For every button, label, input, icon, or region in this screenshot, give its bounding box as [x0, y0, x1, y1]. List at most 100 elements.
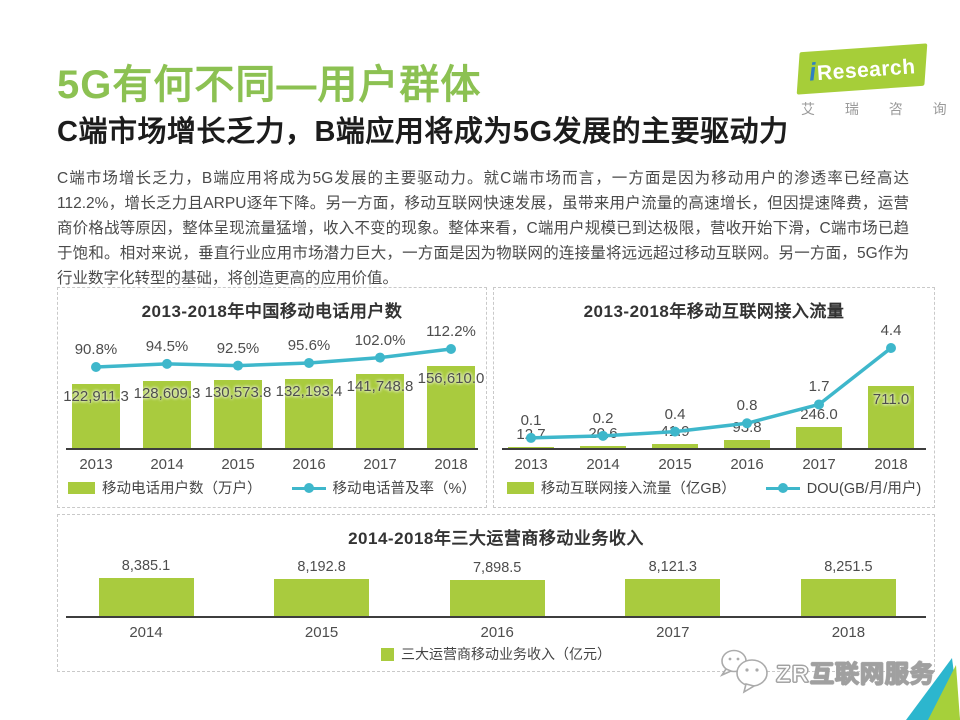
bar	[796, 426, 842, 448]
x-tick-label: 2014	[129, 624, 163, 641]
x-tick-label: 2016	[480, 624, 514, 641]
chart-title: 2013-2018年移动互联网接入流量	[583, 302, 845, 321]
line-value-label: 92.5%	[216, 339, 260, 357]
x-tick-label: 2017	[363, 456, 397, 473]
page-title: 5G有何不同—用户群体	[57, 63, 482, 107]
legend-swatch-bar	[381, 647, 394, 661]
line-point	[526, 432, 536, 443]
body-text: C端市场增长乏力，B端应用将成为5G发展的主要驱动力。就C端市场而言，一方面是因…	[57, 170, 909, 287]
bar	[98, 578, 194, 616]
legend-label: 移动电话用户数（万户）	[102, 481, 262, 497]
bar-value-label: 8,385.1	[121, 558, 171, 574]
legend-item: 移动电话用户数（万户）	[68, 477, 262, 498]
x-axis	[66, 616, 926, 618]
legend-swatch-line	[765, 482, 800, 494]
line-value-label: 102.0%	[354, 331, 406, 349]
legend-dot-mark	[303, 482, 314, 493]
legend-swatch-line	[291, 482, 326, 494]
x-tick-label: 2014	[586, 456, 620, 473]
line-point	[742, 418, 752, 429]
page-subtitle: C端市场增长乏力，B端应用将成为5G发展的主要驱动力	[57, 116, 789, 148]
legend-item: 移动互联网接入流量（亿GB）	[506, 477, 736, 498]
plot-area: 12.7201320.6201441.9201593.82016246.0201…	[494, 288, 934, 507]
line-value-label: 1.7	[808, 378, 830, 396]
line-point	[304, 357, 314, 368]
x-tick-label: 2015	[658, 456, 692, 473]
bar	[508, 446, 554, 448]
watermark-text: ZR互联网服务	[776, 660, 935, 688]
line-value-label: 112.2%	[426, 323, 476, 341]
line-point	[598, 430, 608, 441]
bar-value-label: 246.0	[800, 405, 838, 423]
legend-dot-mark	[777, 482, 788, 493]
chart-panel-mobile-traffic: 2013-2018年移动互联网接入流量 12.7201320.6201441.9…	[493, 287, 935, 508]
iresearch-chinese-name: 艾 瑞 咨 询	[801, 101, 960, 117]
legend-label: 移动电话普及率（%）	[332, 481, 476, 497]
legend-label: 移动互联网接入流量（亿GB）	[540, 481, 736, 497]
legend-item: 移动电话普及率（%）	[291, 477, 476, 498]
watermark: ZR互联网服务	[718, 646, 935, 696]
line-point	[670, 426, 680, 437]
legend-swatch-bar	[506, 481, 534, 494]
bar	[652, 444, 698, 448]
trend-line	[526, 343, 896, 443]
legend-label: 三大运营商移动业务收入（亿元）	[401, 646, 611, 662]
bar	[449, 580, 545, 616]
bar	[214, 379, 262, 448]
bar	[868, 386, 914, 448]
bar	[800, 578, 896, 616]
x-tick-label: 2015	[221, 456, 255, 473]
legend-swatch-bar	[68, 481, 96, 494]
line-value-label: 0.8	[736, 397, 758, 415]
line-point	[375, 352, 385, 363]
bar-value-label: 141,748.8	[346, 377, 414, 395]
line-point	[814, 399, 824, 410]
legend: 移动互联网接入流量（亿GB） DOU(GB/月/用户)	[494, 477, 934, 498]
x-tick-label: 2016	[730, 456, 764, 473]
line-point	[446, 344, 456, 355]
line-value-label: 4.4	[880, 322, 902, 339]
bar-value-label: 156,610.0	[417, 370, 485, 387]
line-value-label: 0.2	[592, 409, 614, 427]
x-axis	[66, 448, 478, 450]
bar-value-label: 8,192.8	[297, 558, 346, 575]
line-value-label: 0.1	[520, 411, 542, 429]
line-point	[886, 343, 896, 353]
line-point	[233, 360, 243, 371]
x-tick-label: 2018	[831, 624, 866, 641]
plot-area: 122,911.3 2013 128,609.3 2014 130,573.8 2015 1…	[58, 288, 486, 507]
legend-item: DOU(GB/月/用户)	[765, 477, 922, 498]
line-value-label: 94.5%	[145, 337, 189, 355]
chart-title: 2013-2018年中国移动电话用户数	[141, 302, 403, 321]
bar	[274, 578, 370, 616]
bar	[72, 383, 120, 448]
legend-item: 三大运营商移动业务收入（亿元）	[381, 644, 611, 664]
line-point	[162, 358, 172, 369]
legend-label: DOU(GB/月/用户)	[806, 481, 922, 497]
x-tick-label: 2015	[304, 624, 339, 641]
iresearch-logo: iResearch 艾 瑞 咨 询	[796, 43, 960, 119]
bar	[143, 380, 191, 448]
legend: 移动电话用户数（万户） 移动电话普及率（%）	[58, 477, 486, 498]
wechat-bubbles-icon	[719, 649, 768, 694]
x-tick-label: 2017	[656, 624, 690, 641]
bar-value-label: 8,121.3	[648, 559, 697, 576]
line-point	[91, 362, 101, 372]
bar-value-label: 128,609.3	[133, 384, 201, 402]
bar-value-label: 130,573.8	[204, 383, 272, 401]
iresearch-logo-shape: iResearch	[796, 43, 928, 95]
x-tick-label: 2017	[802, 456, 836, 473]
bar	[427, 366, 475, 448]
x-tick-label: 2018	[434, 456, 468, 473]
x-axis	[502, 448, 926, 450]
bar	[724, 439, 770, 448]
bar-value-label: 8,251.5	[824, 558, 873, 575]
iresearch-wordmark: iResearch	[808, 51, 916, 87]
chart-title: 2014-2018年三大运营商移动业务收入	[348, 529, 644, 548]
legend: 三大运营商移动业务收入（亿元）	[58, 644, 934, 664]
x-tick-label: 2016	[292, 456, 326, 473]
line-value-label: 90.8%	[74, 341, 118, 358]
corner-triangles-decoration	[906, 658, 960, 720]
bar	[625, 579, 721, 616]
